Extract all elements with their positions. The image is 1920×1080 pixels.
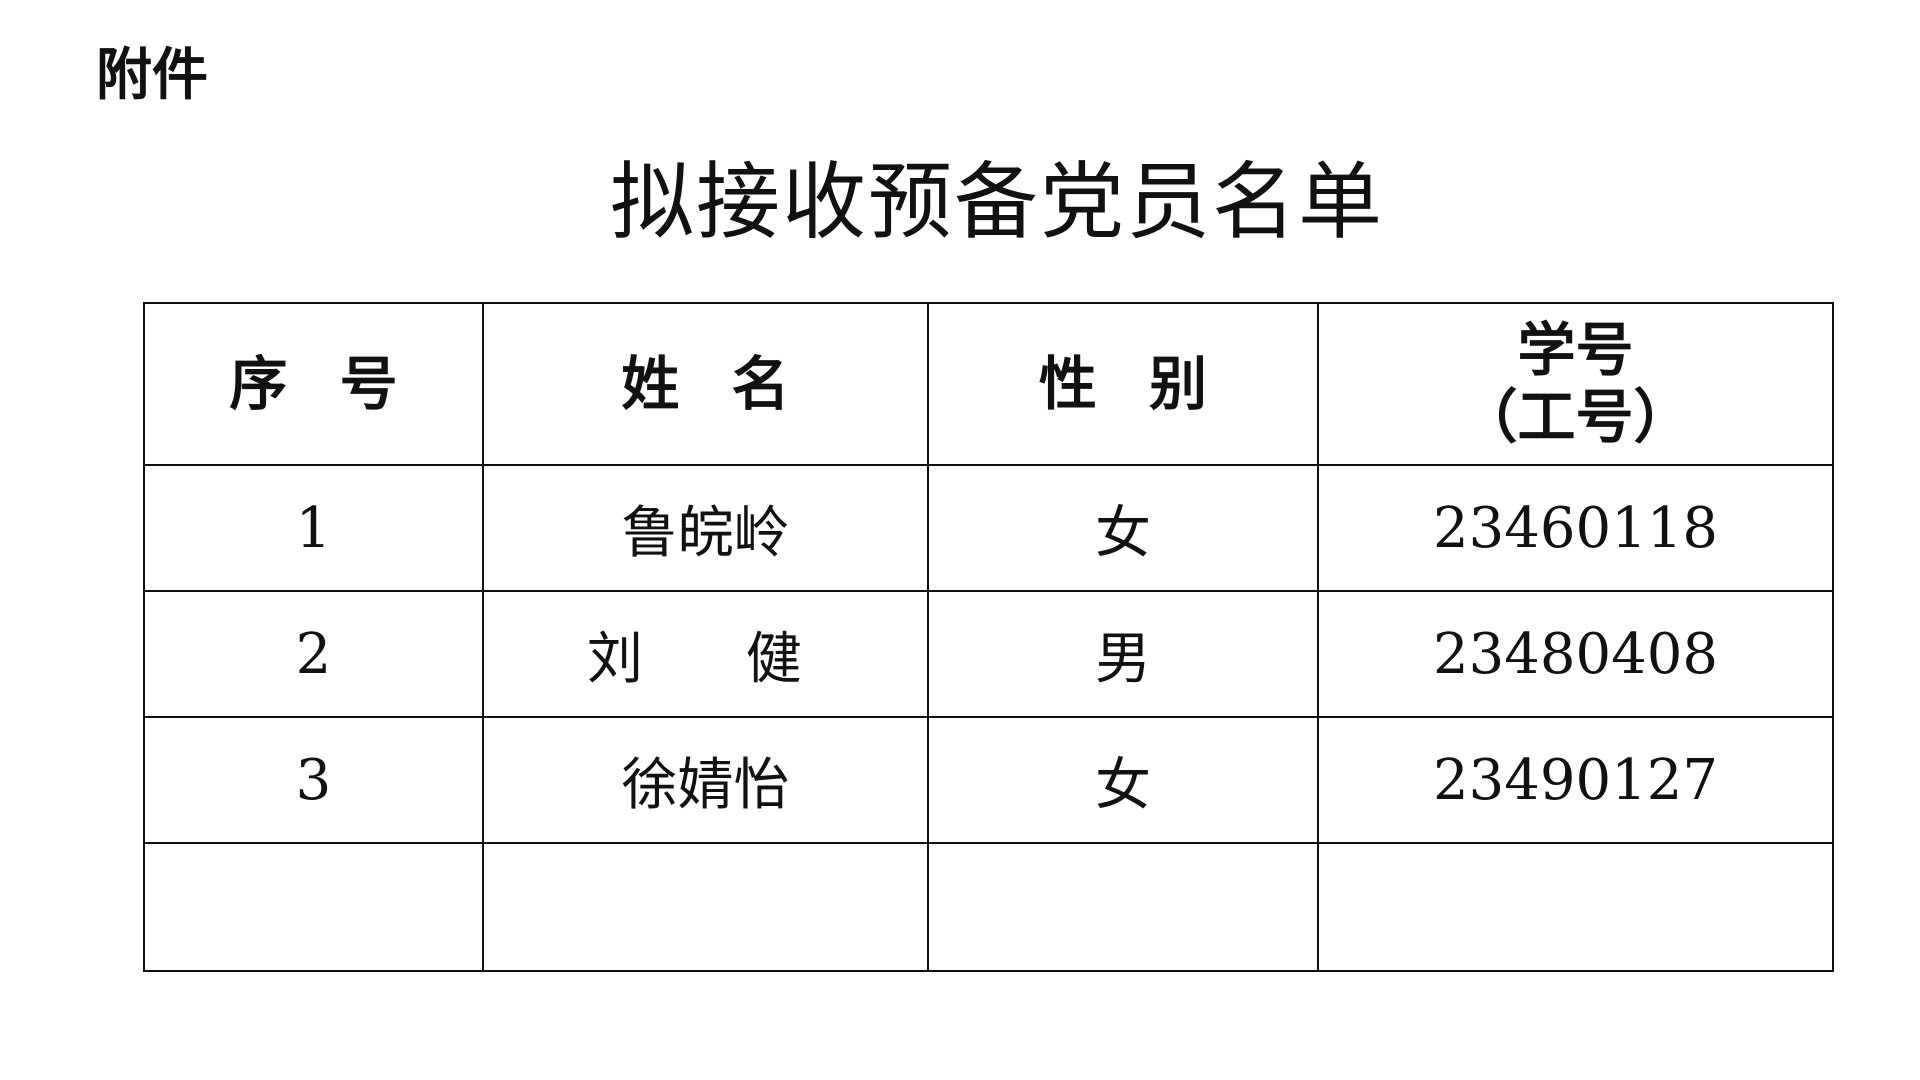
cell-number: 1 [143,464,484,592]
cell-gender: 女 [927,716,1319,844]
cell-id [1317,842,1834,972]
cell-id: 23460118 [1317,464,1834,592]
header-name: 姓名 [482,302,929,466]
candidate-table: 序号 姓名 性别 学号 （工号） 1 鲁皖岭 女 23460118 2 刘 健 … [143,302,1834,972]
header-student-id-line2: （工号） [1459,383,1692,451]
cell-name: 鲁皖岭 [482,464,929,592]
cell-name: 刘 健 [482,590,929,718]
cell-gender: 男 [927,590,1319,718]
header-number: 序号 [143,302,484,466]
table-row: 1 鲁皖岭 女 23460118 [143,464,1834,592]
table-row-empty [143,842,1834,972]
cell-gender [927,842,1319,972]
cell-number: 2 [143,590,484,718]
cell-number: 3 [143,716,484,844]
table-row: 2 刘 健 男 23480408 [143,590,1834,718]
table-header-row: 序号 姓名 性别 学号 （工号） [143,302,1834,466]
cell-id: 23480408 [1317,590,1834,718]
header-student-id: 学号 （工号） [1317,302,1834,466]
cell-name: 徐婧怡 [482,716,929,844]
cell-gender: 女 [927,464,1319,592]
attachment-label: 附件 [96,43,208,108]
header-student-id-line1: 学号 [1517,316,1634,385]
header-gender: 性别 [927,302,1319,466]
table-row: 3 徐婧怡 女 23490127 [143,716,1834,844]
cell-id: 23490127 [1317,716,1834,844]
cell-number [143,842,484,972]
document-title: 拟接收预备党员名单 [609,153,1384,251]
cell-name [482,842,929,972]
